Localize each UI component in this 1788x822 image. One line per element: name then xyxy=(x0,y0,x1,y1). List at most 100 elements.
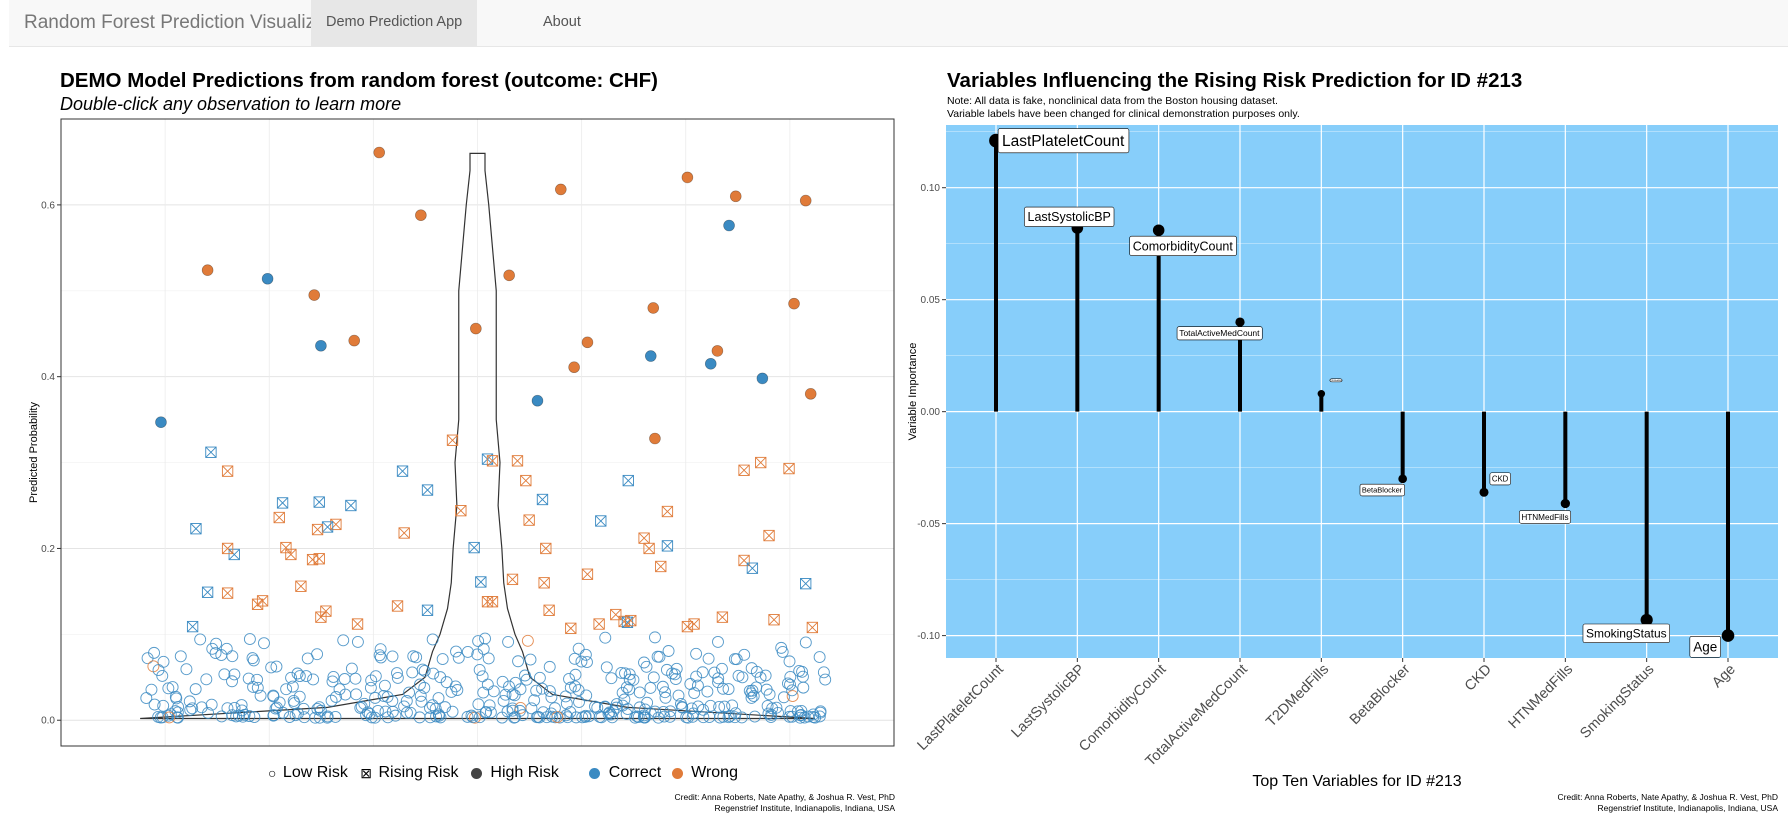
low-risk-point xyxy=(786,690,799,703)
low-risk-point xyxy=(254,689,267,702)
low-risk-point xyxy=(374,651,387,664)
right-ytick-label: 0.00 xyxy=(921,407,941,418)
low-risk-point xyxy=(684,678,697,690)
high-risk-point xyxy=(503,269,515,282)
rising-risk-point xyxy=(228,548,240,561)
low-risk-point xyxy=(446,705,459,718)
lollipop-label-box xyxy=(1129,235,1237,256)
low-risk-point xyxy=(226,675,238,688)
low-risk-point xyxy=(524,653,537,666)
rising-risk-box xyxy=(800,578,812,590)
high-risk-point xyxy=(308,289,321,301)
navbar-brand[interactable]: Random Forest Prediction Visualization xyxy=(24,12,357,33)
note-line-2: Variable labels have been changed for cl… xyxy=(947,108,1300,120)
rising-risk-point xyxy=(661,505,674,518)
low-risk-point xyxy=(559,690,572,703)
rising-risk-box xyxy=(755,456,767,469)
low-risk-point xyxy=(793,664,806,677)
rising-risk-box xyxy=(688,618,700,630)
lollipop-label-text: CKD xyxy=(1492,475,1509,484)
right-xtick-label: LastSystolicBP xyxy=(1008,662,1088,742)
right-yaxis-title: Variable Importance xyxy=(907,343,919,441)
rising-risk-cross xyxy=(540,542,552,554)
rising-risk-point xyxy=(475,576,487,588)
rising-risk-box xyxy=(468,541,480,554)
tab-about[interactable]: About xyxy=(543,14,581,30)
rising-risk-box xyxy=(285,548,297,561)
low-risk-point xyxy=(807,711,820,723)
high-risk-point xyxy=(581,336,594,349)
rising-risk-point xyxy=(313,553,325,565)
low-risk-point xyxy=(283,711,296,724)
lollipop-label: LastPlateletCount xyxy=(997,128,1130,154)
low-risk-point xyxy=(691,679,704,692)
rising-risk-cross xyxy=(511,455,524,467)
low-risk-point xyxy=(813,710,826,723)
right-xtick-label: Age xyxy=(1709,662,1739,692)
left-ytick-label: 0.0 xyxy=(41,716,55,727)
rising-risk-cross xyxy=(222,587,234,599)
low-risk-point xyxy=(722,711,735,724)
low-risk-point xyxy=(156,669,169,682)
low-risk-point xyxy=(502,635,515,648)
low-risk-point xyxy=(337,634,350,647)
left-ytick-label: 0.2 xyxy=(41,544,55,555)
rising-risk-point xyxy=(295,580,307,592)
rising-risk-cross xyxy=(800,578,812,590)
rising-risk-point xyxy=(391,600,404,612)
rising-risk-cross xyxy=(187,621,199,633)
lollipop-head xyxy=(1152,224,1165,237)
low-risk-point xyxy=(329,710,342,723)
low-risk-point xyxy=(765,708,778,721)
low-risk-point xyxy=(218,668,231,681)
rising-risk-point xyxy=(486,596,499,608)
low-risk-point xyxy=(248,711,261,724)
low-risk-point xyxy=(605,672,618,685)
low-risk-point xyxy=(289,709,302,722)
low-risk-point xyxy=(374,643,387,656)
low-risk-point xyxy=(807,708,820,721)
rising-risk-point xyxy=(486,455,499,467)
low-risk-point xyxy=(386,705,399,718)
low-risk-point xyxy=(748,710,761,723)
rising-risk-cross xyxy=(313,553,325,565)
low-risk-point xyxy=(545,707,558,720)
low-risk-point xyxy=(530,684,543,697)
low-risk-point xyxy=(293,690,306,703)
low-risk-point xyxy=(783,655,796,668)
low-risk-point xyxy=(403,686,416,699)
low-risk-point xyxy=(415,695,428,708)
lollipop-label: TotalActiveMedCount xyxy=(1176,326,1263,341)
low-risk-point xyxy=(466,711,479,724)
rising-risk-box xyxy=(205,446,217,458)
rising-risk-box xyxy=(806,621,819,634)
tab-demo-prediction-app[interactable]: Demo Prediction App xyxy=(311,0,478,47)
low-risk-point xyxy=(718,700,731,713)
low-risk-point xyxy=(672,689,685,702)
legend-high-risk: High Risk xyxy=(490,764,559,781)
low-risk-point xyxy=(659,691,672,704)
low-risk-point xyxy=(358,697,371,710)
low-risk-point xyxy=(404,706,417,719)
low-risk-point xyxy=(184,704,197,716)
rising-risk-box xyxy=(446,434,459,446)
low-risk-point xyxy=(623,668,636,681)
low-risk-point xyxy=(228,701,241,714)
rising-risk-box xyxy=(738,464,750,476)
high-risk-point xyxy=(729,190,742,203)
low-risk-point xyxy=(728,711,741,724)
low-risk-legend-icon: ○ xyxy=(268,765,277,781)
low-risk-point xyxy=(251,673,264,686)
low-risk-point xyxy=(784,670,797,683)
low-risk-point xyxy=(434,671,447,684)
low-risk-point xyxy=(355,700,368,713)
rising-risk-point xyxy=(285,548,297,561)
high-risk-point xyxy=(788,297,800,310)
rising-risk-box xyxy=(622,474,634,487)
rising-risk-point xyxy=(768,614,780,626)
low-risk-point xyxy=(631,710,643,723)
low-risk-point xyxy=(690,647,703,660)
low-risk-point xyxy=(426,633,439,646)
low-risk-point xyxy=(519,669,531,682)
low-risk-point xyxy=(354,701,367,714)
